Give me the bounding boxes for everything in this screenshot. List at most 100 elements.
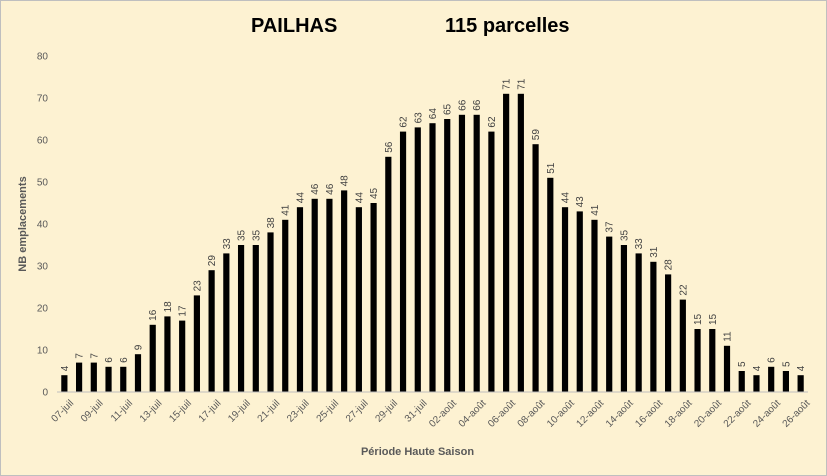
data-label: 33 bbox=[222, 238, 233, 250]
data-label: 66 bbox=[457, 99, 468, 111]
bar bbox=[296, 207, 304, 392]
data-label: 7 bbox=[75, 353, 86, 359]
bar bbox=[561, 207, 569, 392]
bar bbox=[458, 114, 466, 393]
bar bbox=[738, 371, 745, 392]
chart-title: PAILHAS bbox=[251, 15, 338, 37]
bar bbox=[635, 253, 642, 392]
x-tick-label: 12-août bbox=[574, 398, 606, 430]
x-tick-label: 26-août bbox=[781, 398, 813, 430]
x-tick-label: 10-août bbox=[545, 398, 577, 430]
data-label: 31 bbox=[649, 246, 660, 258]
x-tick-label: 08-août bbox=[516, 398, 548, 430]
bar bbox=[341, 190, 348, 392]
bar bbox=[753, 375, 760, 392]
data-label: 62 bbox=[487, 116, 498, 128]
data-label: 51 bbox=[546, 162, 557, 174]
bar bbox=[237, 245, 245, 392]
bar bbox=[282, 219, 289, 392]
x-tick-label: 21-juil bbox=[256, 398, 283, 425]
x-axis-title: Période Haute Saison bbox=[361, 446, 474, 458]
data-label: 6 bbox=[104, 357, 115, 363]
data-label: 59 bbox=[531, 129, 542, 141]
bar bbox=[164, 316, 171, 392]
data-label: 37 bbox=[605, 221, 616, 233]
data-label: 71 bbox=[502, 78, 513, 90]
bar bbox=[473, 114, 480, 393]
x-tick-label: 02-août bbox=[427, 398, 459, 430]
x-tick-label: 18-août bbox=[663, 398, 695, 430]
y-axis: 0 10 20 30 40 50 60 70 80 bbox=[37, 52, 49, 399]
bar bbox=[591, 219, 598, 392]
y-axis-title: NB emplacements bbox=[17, 176, 29, 271]
data-label: 29 bbox=[207, 255, 218, 267]
data-label: 44 bbox=[295, 192, 306, 204]
x-tick-label: 29-juil bbox=[373, 398, 400, 425]
x-tick-label: 17-juil bbox=[197, 398, 224, 425]
data-label: 35 bbox=[237, 229, 248, 241]
bar bbox=[576, 211, 583, 392]
data-label: 65 bbox=[443, 103, 454, 115]
x-tick-label: 13-juil bbox=[138, 398, 165, 425]
x-tick-label: 19-juil bbox=[226, 398, 253, 425]
data-label: 28 bbox=[664, 259, 675, 271]
data-label: 33 bbox=[634, 238, 645, 250]
data-label: 46 bbox=[310, 183, 321, 195]
bar bbox=[193, 295, 200, 392]
bar bbox=[723, 345, 731, 392]
y-tick-label: 70 bbox=[37, 94, 49, 105]
bar bbox=[208, 270, 215, 392]
data-label: 66 bbox=[472, 99, 483, 111]
y-tick-label: 40 bbox=[37, 220, 49, 231]
data-label: 38 bbox=[266, 217, 277, 229]
data-label: 16 bbox=[148, 309, 159, 321]
data-label: 35 bbox=[619, 229, 630, 241]
y-tick-label: 0 bbox=[42, 388, 48, 399]
data-label: 5 bbox=[737, 361, 748, 367]
data-label: 6 bbox=[119, 357, 130, 363]
bar bbox=[768, 366, 775, 392]
x-tick-label: 09-juil bbox=[79, 398, 106, 425]
bar bbox=[650, 261, 657, 392]
x-tick-label: 14-août bbox=[604, 398, 636, 430]
data-label: 22 bbox=[678, 284, 689, 296]
data-label: 9 bbox=[133, 344, 144, 350]
bar bbox=[517, 93, 524, 393]
data-label: 71 bbox=[516, 78, 527, 90]
x-tick-label: 27-juil bbox=[344, 398, 371, 425]
data-label: 56 bbox=[384, 141, 395, 153]
bar bbox=[606, 236, 613, 392]
x-tick-label: 15-juil bbox=[167, 398, 194, 425]
bar-series bbox=[61, 93, 804, 393]
x-tick-label: 25-juil bbox=[315, 398, 342, 425]
bar bbox=[547, 177, 554, 392]
bar bbox=[311, 198, 318, 392]
data-label: 41 bbox=[281, 204, 292, 216]
data-label: 5 bbox=[781, 361, 792, 367]
x-tick-label: 24-août bbox=[751, 398, 783, 430]
bar bbox=[679, 299, 686, 392]
data-label: 64 bbox=[428, 108, 439, 120]
data-label: 35 bbox=[251, 229, 262, 241]
data-label: 17 bbox=[178, 305, 189, 317]
x-tick-label: 22-août bbox=[722, 398, 754, 430]
data-label: 41 bbox=[590, 204, 601, 216]
bar bbox=[179, 320, 186, 392]
data-label: 15 bbox=[708, 313, 719, 325]
data-label: 48 bbox=[340, 175, 351, 187]
bar bbox=[385, 156, 392, 392]
data-label: 62 bbox=[399, 116, 410, 128]
y-tick-label: 60 bbox=[37, 136, 49, 147]
bar bbox=[326, 198, 333, 392]
bar bbox=[782, 371, 790, 392]
x-tick-label: 20-août bbox=[692, 398, 724, 430]
data-label: 44 bbox=[561, 192, 572, 204]
data-label: 4 bbox=[796, 365, 807, 371]
bar bbox=[355, 207, 362, 392]
data-label: 18 bbox=[163, 301, 174, 313]
bar bbox=[134, 354, 142, 392]
bar bbox=[90, 362, 97, 392]
